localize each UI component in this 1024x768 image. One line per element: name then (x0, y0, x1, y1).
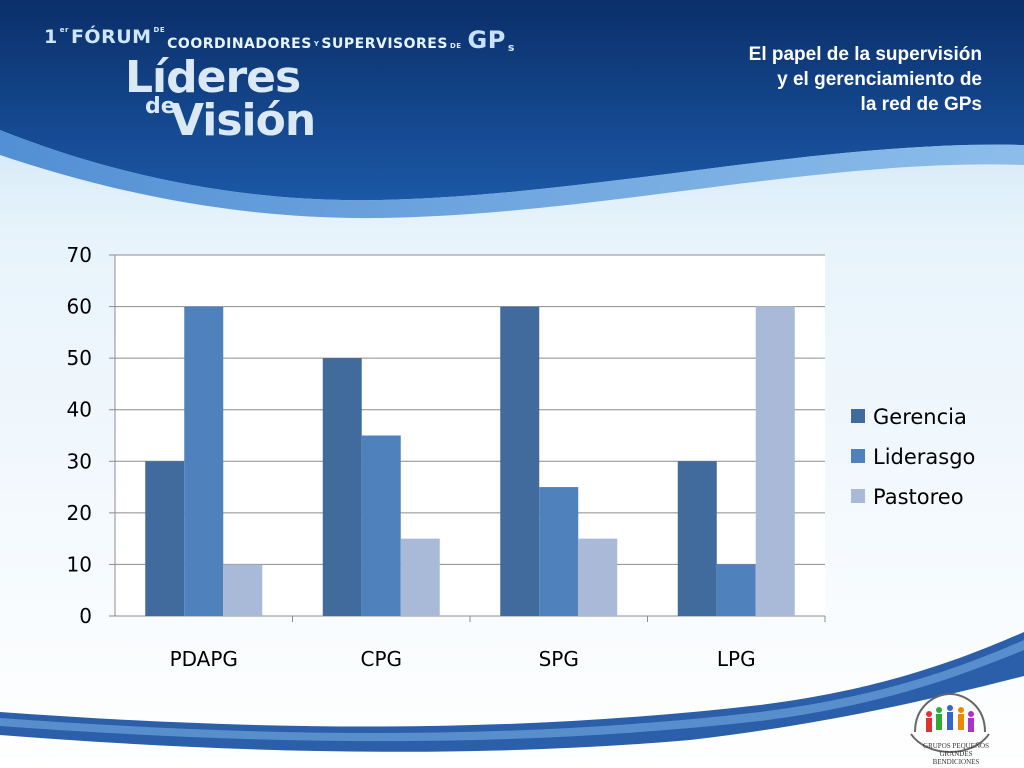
subtitle-line-1: El papel de la supervisión (748, 44, 982, 65)
forum-gp-s: s (507, 41, 515, 54)
brand-lideres: Líderes (125, 52, 301, 103)
subtitle-line-2: y el gerenciamiento de (777, 69, 982, 90)
x-category-label: PDAPG (170, 647, 238, 671)
y-tick-label: 0 (79, 604, 92, 628)
forum-y: Y (313, 40, 320, 48)
logo-text-line-2: GRANDES BENDICIONES (932, 750, 980, 766)
bar-pastoreo-spg (578, 538, 618, 616)
bar-gerencia-pdapg (145, 461, 185, 616)
forum-number: 1 (44, 26, 58, 48)
y-tick-label: 50 (67, 346, 92, 370)
legend-swatch-liderasgo (851, 449, 865, 463)
bar-gerencia-cpg (322, 358, 362, 616)
y-tick-label: 40 (67, 398, 92, 422)
forum-ordinal: er (59, 26, 69, 34)
y-tick-label: 70 (67, 243, 92, 267)
people-group-hands-icon (910, 692, 990, 754)
bar-liderasgo-cpg (361, 435, 401, 616)
x-category-label: SPG (539, 647, 579, 671)
forum-coordinadores: COORDINADORES (167, 36, 312, 52)
y-tick-label: 60 (67, 295, 92, 319)
y-tick-label: 20 (67, 501, 92, 525)
legend-swatch-pastoreo (851, 489, 865, 503)
x-category-label: LPG (717, 647, 756, 671)
subtitle-line-3: la red de GPs (860, 94, 982, 115)
bar-liderasgo-lpg (716, 564, 756, 616)
x-category-label: CPG (360, 647, 402, 671)
bar-pastoreo-pdapg (223, 564, 263, 616)
bar-liderasgo-pdapg (184, 306, 224, 616)
forum-title: 1 er FÓRUM DE COORDINADORES Y SUPERVISOR… (44, 26, 517, 58)
logo-text-line-1: GRUPOS PEQUEÑOS (923, 742, 989, 750)
bar-pastoreo-lpg (755, 306, 795, 616)
legend-label-gerencia: Gerencia (873, 405, 967, 429)
bar-liderasgo-spg (539, 487, 579, 616)
forum-gp: GP (467, 26, 506, 54)
bar-pastoreo-cpg (400, 538, 440, 616)
forum-word: FÓRUM (70, 26, 152, 48)
y-tick-label: 10 (67, 552, 92, 576)
brand-vision: Visión (170, 95, 316, 146)
forum-de-2: DE (449, 42, 462, 50)
bar-gerencia-spg (500, 306, 540, 616)
legend-label-pastoreo: Pastoreo (873, 485, 964, 509)
bar-gerencia-lpg (677, 461, 717, 616)
y-tick-label: 30 (67, 449, 92, 473)
legend-label-liderasgo: Liderasgo (873, 445, 975, 469)
forum-supervisores: SUPERVISORES (321, 36, 448, 52)
forum-de: DE (153, 26, 166, 34)
brand-de: de (145, 94, 176, 119)
logo-text: GRUPOS PEQUEÑOS GRANDES BENDICIONES (920, 742, 992, 766)
legend-swatch-gerencia (851, 409, 865, 423)
slide-subtitle: El papel de la supervisión y el gerencia… (662, 42, 982, 117)
